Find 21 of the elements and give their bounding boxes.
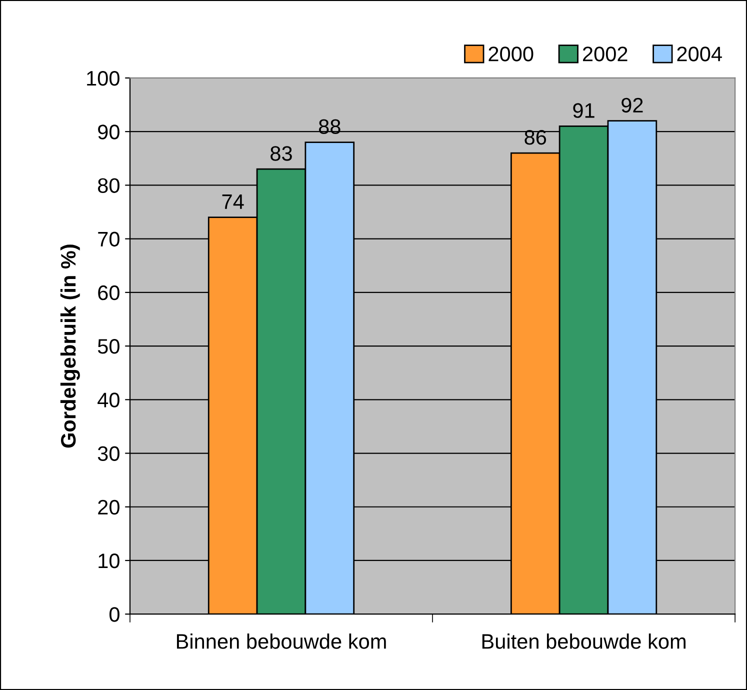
y-tick-label: 0	[109, 607, 120, 622]
y-tick-label: 60	[98, 285, 120, 300]
y-tick-label: 90	[98, 124, 120, 140]
data-label: 74	[222, 194, 244, 209]
x-tick-label: Buiten bebouwde kom	[482, 634, 686, 649]
legend-label: 2004	[677, 46, 722, 62]
y-tick-label: 30	[98, 446, 120, 462]
data-label: 91	[573, 103, 594, 118]
y-tick-label: 10	[98, 553, 120, 568]
data-label: 92	[622, 98, 643, 113]
y-tick-label: 20	[98, 500, 120, 515]
data-label: 83	[270, 146, 292, 161]
y-tick-label: 40	[98, 392, 120, 408]
y-tick-label: 50	[98, 339, 120, 354]
x-tick-label: Binnen bebouwde kom	[176, 634, 386, 649]
y-axis-title: Gordelgebruik (in %)	[60, 244, 80, 448]
legend-label: 2000	[488, 46, 534, 62]
y-tick-label: 100	[87, 70, 120, 86]
y-tick-label: 70	[98, 232, 120, 247]
legend-label: 2002	[582, 46, 628, 62]
y-tick-label: 80	[98, 178, 120, 193]
